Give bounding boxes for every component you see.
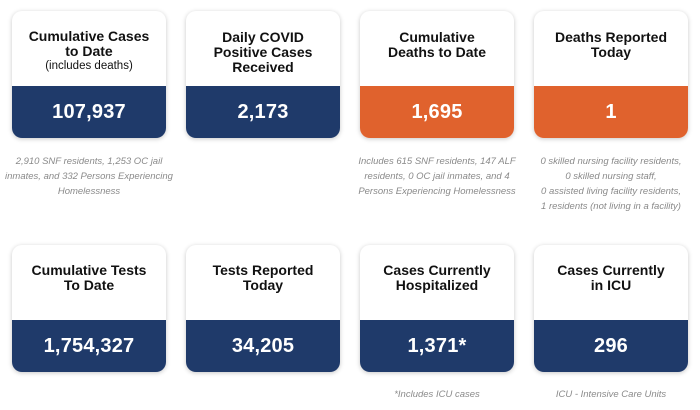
- card-value: 1,754,327: [12, 320, 166, 372]
- card-cumulative-cases: Cumulative Cases to Date (includes death…: [12, 11, 166, 138]
- card-title-line: Today: [242, 277, 284, 293]
- card-title: Cumulative Cases to Date (includes death…: [12, 11, 166, 73]
- card-title-line: Positive Cases: [213, 44, 313, 60]
- card-value: 2,173: [186, 86, 340, 138]
- card-title: Daily COVID Positive Cases Received: [186, 11, 340, 75]
- card-cumulative-deaths: Cumulative Deaths to Date 1,695: [360, 11, 514, 138]
- card-value: 1: [534, 86, 688, 138]
- card-value: 1,371*: [360, 320, 514, 372]
- card-title-line: Cases Currently: [383, 262, 491, 278]
- card-title: Cumulative Deaths to Date: [360, 11, 514, 60]
- card-title: Cases Currently in ICU: [534, 245, 688, 293]
- card-title-line: Cumulative Tests: [31, 262, 147, 278]
- card-title-line: Cases Currently: [557, 262, 665, 278]
- note-line: 0 skilled nursing staff,: [565, 171, 657, 182]
- card-tests-reported-today: Tests Reported Today 34,205: [186, 245, 340, 372]
- card-value: 34,205: [186, 320, 340, 372]
- card-title-line: Hospitalized: [395, 277, 479, 293]
- card-title-subtitle: (includes deaths): [45, 60, 133, 72]
- card-title-line: Daily COVID: [222, 29, 304, 45]
- card-cases-in-icu: Cases Currently in ICU 296: [534, 245, 688, 372]
- card-title-line: Cumulative Cases: [28, 28, 150, 44]
- card-cumulative-tests: Cumulative Tests To Date 1,754,327: [12, 245, 166, 372]
- card-title: Cumulative Tests To Date: [12, 245, 166, 293]
- card-note-cumulative-deaths: Includes 615 SNF residents, 147 ALF resi…: [358, 156, 516, 197]
- note-line: 1 residents (not living in a facility): [541, 201, 681, 212]
- card-title-line: Today: [590, 44, 632, 60]
- card-note-cases-hospitalized: *Includes ICU cases: [394, 389, 480, 400]
- card-title: Deaths Reported Today: [534, 11, 688, 60]
- card-deaths-reported-today: Deaths Reported Today 1: [534, 11, 688, 138]
- card-title-line: Received: [232, 59, 294, 75]
- card-title-line: Deaths to Date: [387, 44, 487, 60]
- card-value: 296: [534, 320, 688, 372]
- card-cases-hospitalized: Cases Currently Hospitalized 1,371*: [360, 245, 514, 372]
- card-note-cases-in-icu: ICU - Intensive Care Units: [555, 389, 667, 400]
- note-line: 0 assisted living facility residents,: [541, 186, 681, 197]
- card-note-cumulative-cases: 2,910 SNF residents, 1,253 OC jail inmat…: [5, 156, 173, 197]
- card-value: 1,695: [360, 86, 514, 138]
- card-title-line: Cumulative: [399, 29, 475, 45]
- card-title-line: Deaths Reported: [554, 29, 668, 45]
- card-note-deaths-reported-today: 0 skilled nursing facility residents, 0 …: [526, 154, 696, 214]
- card-title-line: To Date: [63, 277, 115, 293]
- note-line: 0 skilled nursing facility residents,: [540, 156, 682, 167]
- card-value: 107,937: [12, 86, 166, 138]
- card-daily-positive-cases: Daily COVID Positive Cases Received 2,17…: [186, 11, 340, 138]
- card-title-line: Tests Reported: [212, 262, 314, 278]
- card-title-line: to Date: [65, 43, 113, 59]
- card-title: Tests Reported Today: [186, 245, 340, 293]
- card-title-line: in ICU: [590, 277, 632, 293]
- card-title: Cases Currently Hospitalized: [360, 245, 514, 293]
